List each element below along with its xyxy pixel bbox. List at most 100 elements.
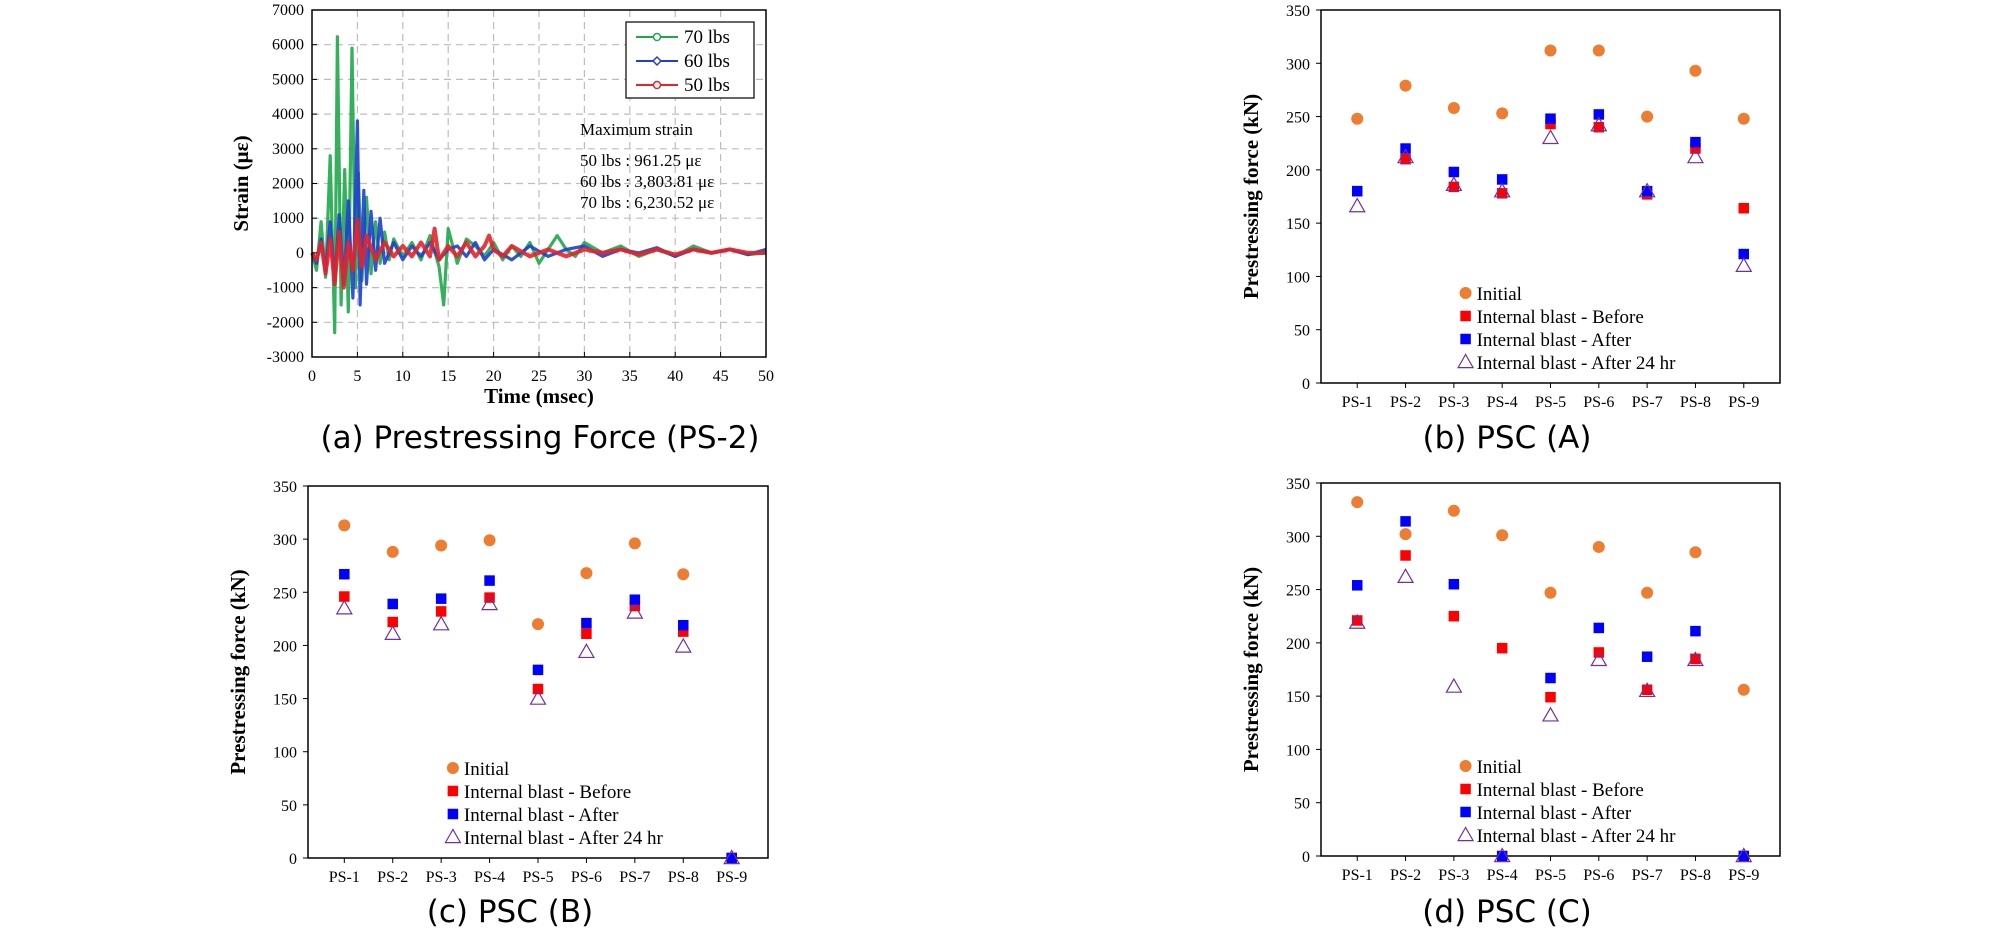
y-tick-label: 50 — [1294, 796, 1310, 813]
legend-label: 70 lbs — [684, 27, 730, 48]
legend-label: 60 lbs — [684, 51, 730, 72]
y-tick-label: 250 — [1286, 583, 1310, 600]
data-point-internal-blast-after — [1593, 109, 1605, 120]
x-axis-title: Time (msec) — [484, 384, 594, 408]
data-point-initial — [1351, 112, 1364, 125]
y-tick-label: 7000 — [272, 2, 304, 19]
data-point-internal-blast-after-24-hr — [335, 599, 353, 615]
panel-a-strain-chart: 0 5 10 15 20 25 30 35 40 45 50 -3000 -2000 -1000 0 1000… — [229, 2, 774, 408]
data-point-initial — [1399, 528, 1412, 541]
data-point-initial — [580, 567, 593, 580]
legend-marker — [1460, 310, 1471, 322]
legend-label: Internal blast - Before — [1477, 780, 1644, 801]
y-tick-label: 0 — [1302, 849, 1310, 866]
data-point-internal-blast-after — [435, 593, 447, 604]
x-tick-label: PS-8 — [1680, 867, 1711, 884]
x-tick-label: PS-1 — [1342, 394, 1373, 411]
data-point-internal-blast-after-24-hr — [1638, 182, 1656, 198]
data-point-initial — [677, 568, 690, 581]
x-tick-label: PS-6 — [571, 869, 602, 886]
x-tick-label: 10 — [395, 368, 411, 385]
data-point-internal-blast-after — [1545, 672, 1556, 684]
x-tick-label: 20 — [486, 368, 502, 385]
y-tick-label: 350 — [1286, 476, 1310, 493]
panel-d-psc-c-chart: 0 50 100 150 200 250 300 350 PS-1 PS-2 PS-3 PS-4 PS-… — [1239, 476, 1781, 884]
data-point-internal-blast-after — [581, 617, 592, 629]
data-point-internal-blast-after-24-hr — [1638, 682, 1656, 698]
data-point-internal-blast-after-24-hr — [1541, 706, 1560, 722]
y-tick-label: 100 — [273, 745, 297, 762]
data-point-internal-blast-after — [1351, 580, 1363, 591]
legend-marker — [652, 32, 662, 42]
y-tick-label: 6000 — [272, 37, 304, 54]
x-tick-label: 35 — [622, 368, 638, 385]
y-axis-title: Strain (με) — [229, 135, 253, 231]
y-tick-label: 100 — [1286, 742, 1310, 759]
data-point-internal-blast-before — [387, 616, 398, 628]
data-point-initial — [1447, 504, 1460, 517]
data-point-internal-blast-after-24-hr — [384, 625, 402, 640]
y-tick-label: 300 — [1286, 56, 1310, 73]
legend-label: Internal blast - After — [464, 805, 619, 826]
data-point-initial — [1399, 79, 1412, 92]
data-point-initial — [628, 537, 641, 550]
data-point-internal-blast-after-24-hr — [481, 595, 499, 611]
data-point-internal-blast-before — [339, 591, 350, 602]
y-tick-label: -3000 — [267, 349, 304, 366]
data-point-internal-blast-after-24-hr — [529, 689, 547, 705]
data-point-internal-blast-before — [678, 626, 689, 637]
x-tick-label: 30 — [576, 368, 592, 385]
x-tick-label: 25 — [531, 368, 547, 385]
x-tick-label: PS-2 — [1390, 867, 1421, 884]
legend-label: Internal blast - Before — [1477, 307, 1644, 328]
x-tick-label: PS-3 — [426, 869, 457, 886]
x-tick-label: PS-7 — [619, 869, 650, 886]
annotation-line: 60 lbs : 3,803.81 με — [580, 172, 714, 191]
x-tick-label: 5 — [353, 368, 361, 385]
data-point-initial — [1592, 44, 1605, 57]
x-tick-label: PS-2 — [377, 869, 408, 886]
data-point-initial — [1737, 683, 1750, 696]
legend-marker — [1460, 333, 1471, 345]
data-point-internal-blast-after — [1690, 136, 1701, 148]
data-point-internal-blast-after-24-hr — [1348, 197, 1366, 213]
data-point-initial — [1592, 540, 1605, 553]
y-tick-label: 100 — [1286, 269, 1310, 286]
y-tick-label: 50 — [1294, 323, 1310, 340]
data-point-internal-blast-after — [1690, 625, 1701, 637]
x-tick-label: PS-5 — [1535, 394, 1566, 411]
data-point-internal-blast-before — [1351, 615, 1363, 626]
data-point-initial — [1544, 44, 1557, 57]
x-tick-label: PS-4 — [1487, 394, 1518, 411]
data-point-internal-blast-after — [1738, 850, 1750, 862]
data-point-internal-blast-after-24-hr — [1445, 176, 1463, 192]
y-tick-label: 200 — [273, 638, 297, 655]
data-point-internal-blast-before — [1593, 121, 1605, 133]
legend-label: 50 lbs — [684, 75, 730, 96]
data-point-internal-blast-before — [1545, 118, 1556, 130]
y-tick-label: -1000 — [267, 280, 304, 297]
legend-marker — [1459, 287, 1472, 299]
data-point-internal-blast-after-24-hr — [1397, 148, 1415, 164]
data-point-internal-blast-after-24-hr — [1541, 129, 1560, 145]
x-tick-label: PS-4 — [1487, 867, 1518, 884]
x-tick-label: 45 — [713, 368, 729, 385]
data-point-initial — [1496, 529, 1509, 542]
panel-b-psc-a-chart: 0 50 100 150 200 250 300 350 PS-1 PS-2 PS-3 PS-4 PS-… — [1239, 3, 1781, 411]
legend-marker — [1457, 826, 1475, 842]
legend-marker — [1457, 353, 1475, 369]
x-tick-label: PS-6 — [1583, 394, 1614, 411]
y-tick-label: 250 — [273, 585, 297, 602]
y-tick-label: -2000 — [267, 314, 304, 331]
data-point-internal-blast-after — [678, 619, 689, 631]
data-point-internal-blast-after-24-hr — [1493, 847, 1511, 863]
legend-marker — [1460, 806, 1471, 818]
x-tick-label: PS-4 — [474, 869, 505, 886]
data-point-initial — [1544, 586, 1557, 599]
y-tick-label: 300 — [273, 532, 297, 549]
y-tick-label: 200 — [1286, 163, 1310, 180]
y-tick-label: 2000 — [272, 176, 304, 193]
data-point-internal-blast-after-24-hr — [626, 603, 644, 619]
x-tick-label: 50 — [758, 368, 774, 385]
data-point-initial — [532, 618, 544, 631]
